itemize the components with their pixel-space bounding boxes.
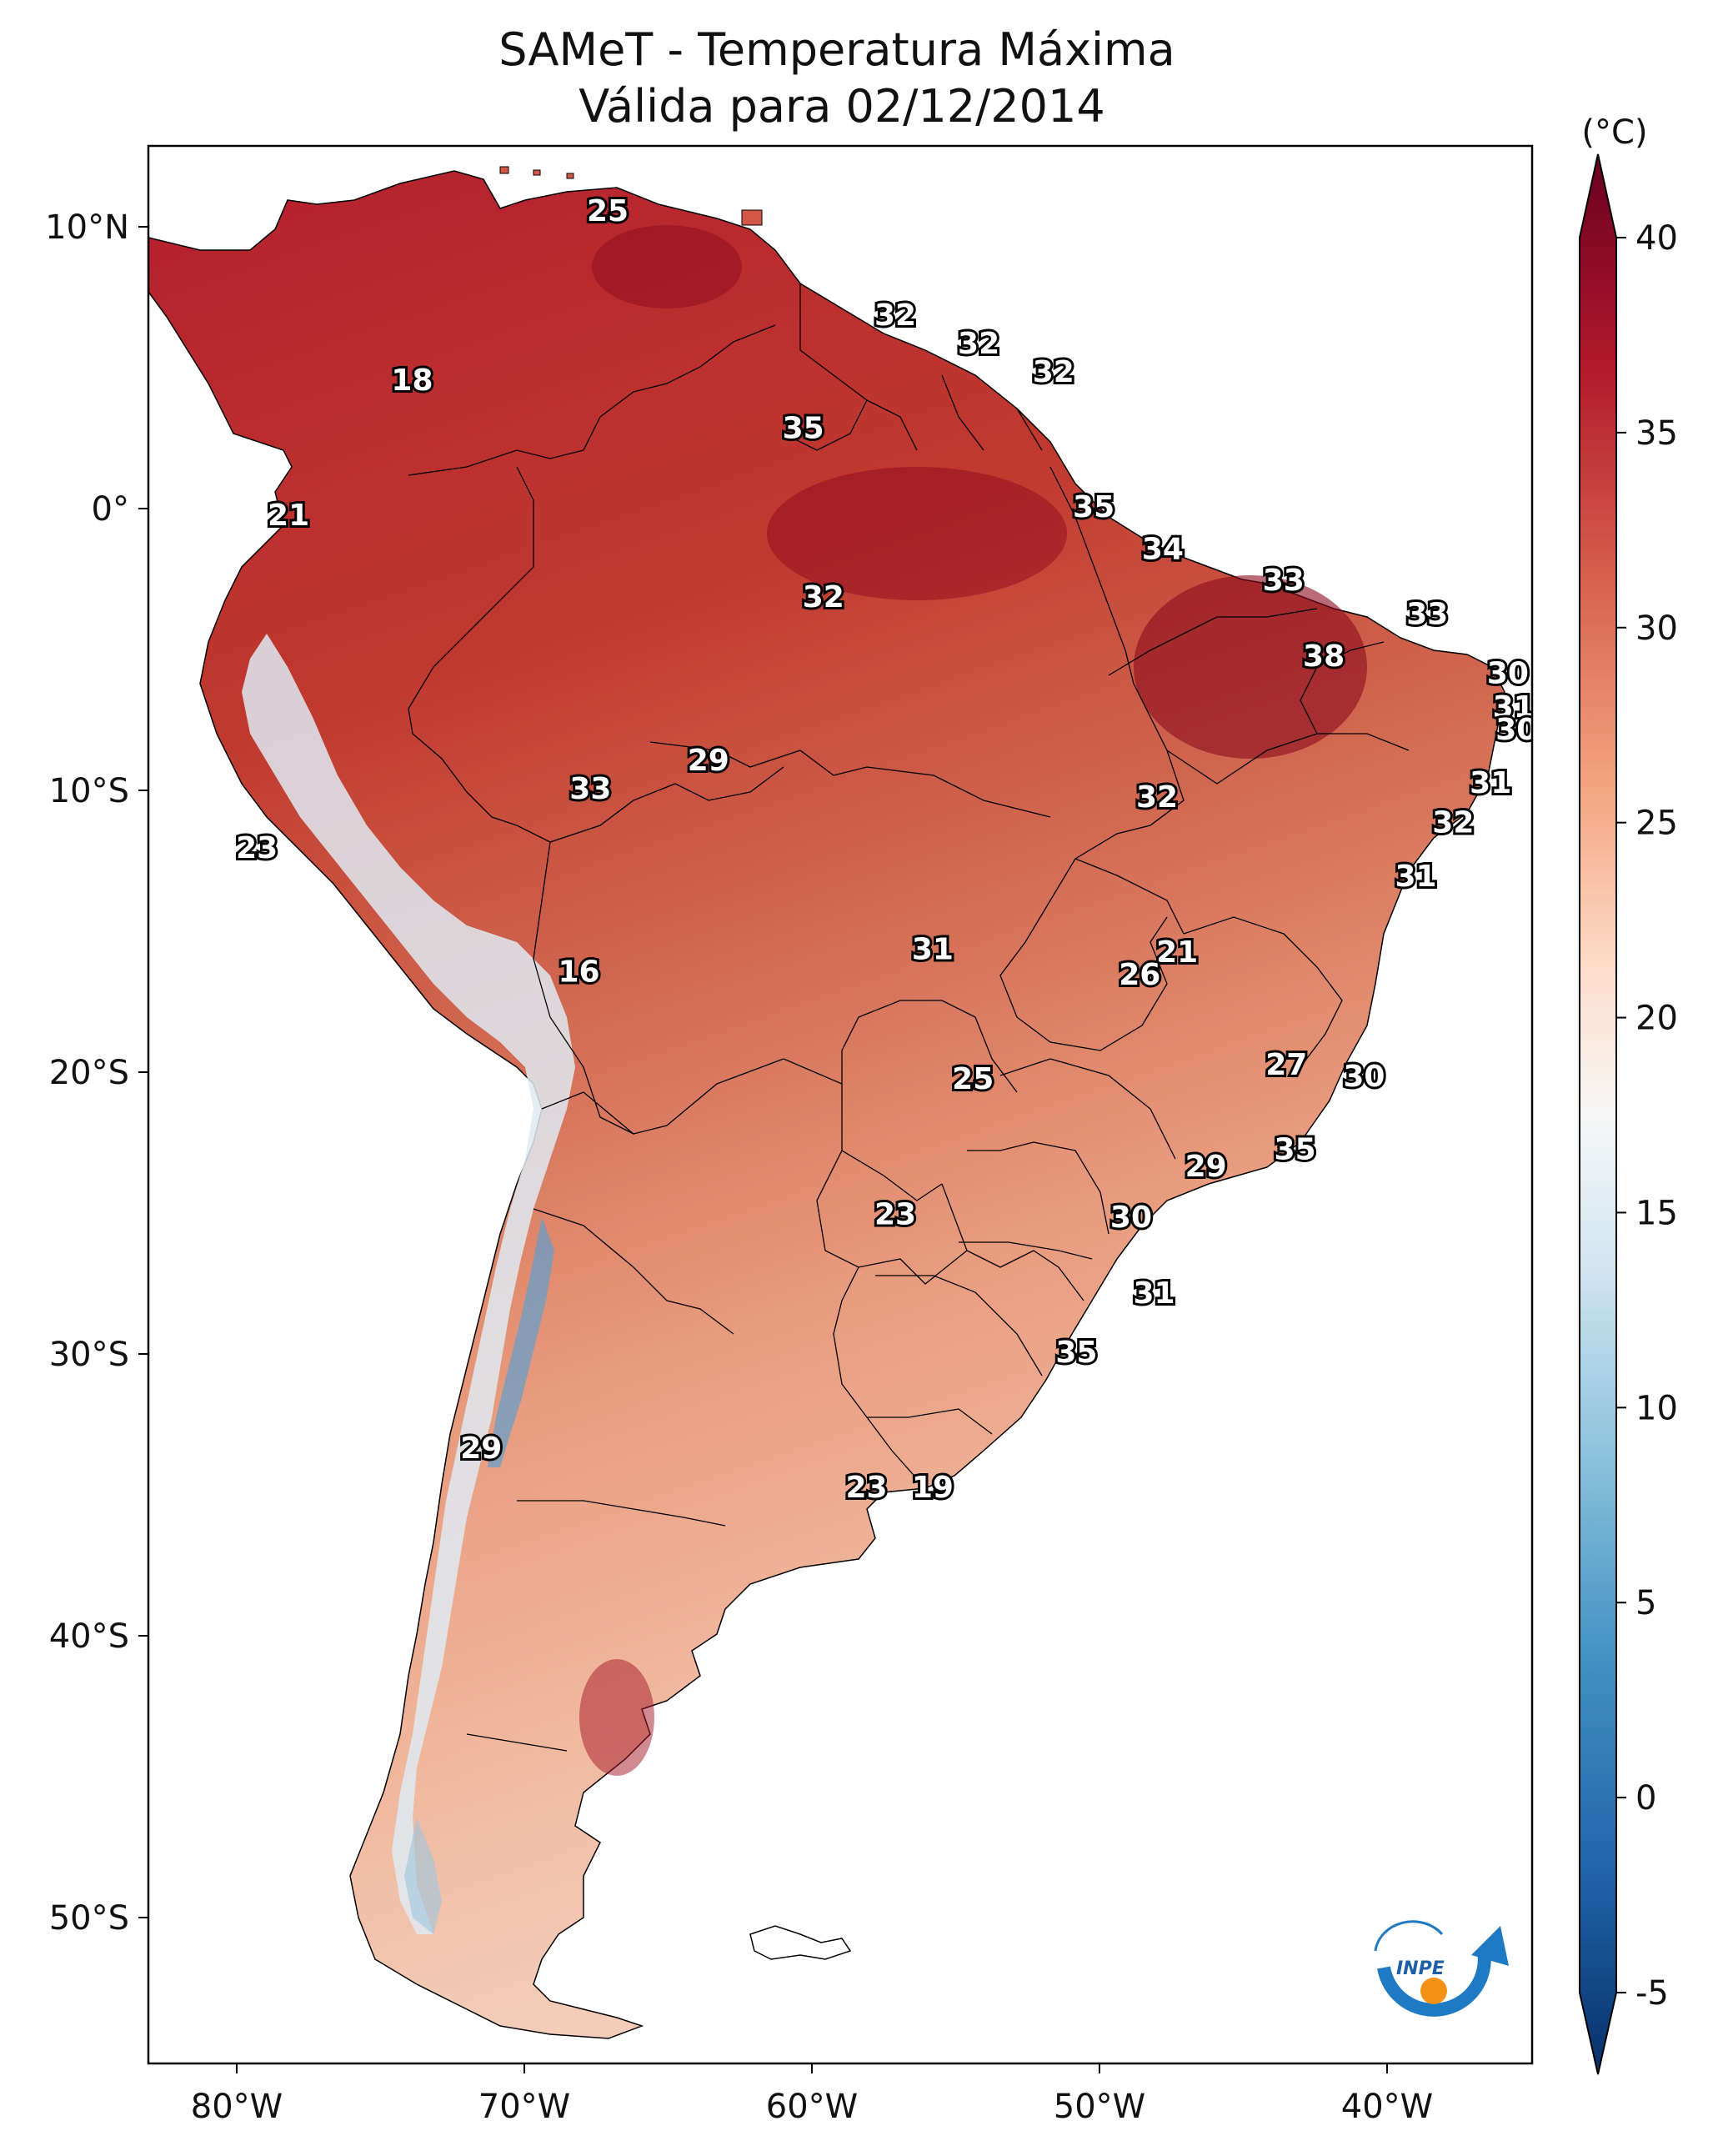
temperature-label: 32	[958, 327, 999, 361]
temperature-label: 30	[1110, 1201, 1152, 1235]
colorbar-tick-label: 35	[1635, 414, 1678, 453]
logo-sun-icon	[1420, 1978, 1447, 2004]
lon-tick-50w: 50°W	[1054, 2088, 1145, 2126]
temperature-label: 32	[874, 298, 916, 333]
logo-text: INPE	[1396, 1958, 1445, 1979]
lat-tick-10s: 10°S	[49, 772, 129, 810]
lon-tick-80w: 80°W	[191, 2088, 283, 2126]
lon-tick-60w: 60°W	[766, 2088, 858, 2126]
temperature-label: 30	[1487, 656, 1529, 690]
lat-tick-0: 0°	[92, 490, 129, 529]
colorbar-tick-label: 40	[1635, 219, 1678, 258]
title-line-2: Válida para 02/12/2014	[579, 80, 1104, 133]
hot-core-patagonia	[579, 1659, 654, 1776]
temperature-label: 23	[236, 831, 278, 865]
temperature-label: 33	[569, 772, 611, 806]
logo-arrow-icon	[1471, 1926, 1509, 1966]
temperature-label: 33	[1263, 564, 1305, 598]
colorbar-ticks: 40 35 30 25 20 15 10 5 0 -5	[1616, 219, 1678, 2013]
falklands-islands	[749, 1925, 852, 1960]
temperature-label: 30	[1343, 1060, 1385, 1094]
temperature-label: 33	[1406, 597, 1448, 631]
temperature-label: 21	[268, 499, 309, 533]
temperature-label: 32	[1033, 355, 1074, 389]
colorbar-gradient	[1579, 153, 1617, 2075]
logo-orbit-icon	[1374, 1920, 1444, 1952]
temperature-label: 38	[1303, 639, 1345, 674]
temperature-label: 31	[1395, 860, 1436, 894]
temperature-label: 31	[1493, 690, 1535, 725]
colorbar-tick-label: 0	[1635, 1779, 1656, 1818]
temperature-label: 23	[845, 1471, 887, 1505]
lat-tick-30s: 30°S	[49, 1336, 129, 1374]
colorbar: (°C) 40 35 30 25 20 15 10 5 0 -5	[1579, 113, 1678, 2075]
lon-tick-70w: 70°W	[478, 2088, 570, 2126]
patagonia-cool-band	[404, 1818, 442, 1934]
temperature-label: 26	[1119, 958, 1160, 992]
colorbar-tick-label: 25	[1635, 805, 1678, 843]
temperature-label: 35	[1275, 1133, 1316, 1167]
temperature-label: 27	[1265, 1048, 1307, 1082]
logo-arc-icon	[1377, 1949, 1491, 2017]
inpe-logo: INPE	[1374, 1920, 1509, 2017]
andes-cold-core	[488, 1217, 554, 1467]
temperature-label: 35	[783, 411, 824, 445]
latitude-axis: 10°N 0° 10°S 20°S 30°S 40°S 50°S	[45, 208, 148, 1938]
temperature-label: 35	[1055, 1336, 1097, 1370]
colorbar-tick-label: 5	[1635, 1584, 1656, 1622]
temperature-label: 29	[1185, 1150, 1227, 1184]
temperature-label: 18	[391, 364, 433, 398]
temperature-label: 16	[558, 955, 599, 990]
andes-cool-band	[242, 634, 575, 1934]
hot-core-amazon	[767, 467, 1067, 600]
temperature-label: 29	[460, 1431, 502, 1466]
map-frame	[147, 144, 1534, 2065]
temperature-label: 31	[1133, 1276, 1175, 1311]
temperature-label: 32	[1136, 780, 1178, 815]
lat-tick-10n: 10°N	[45, 208, 129, 247]
caribbean-islands	[499, 166, 763, 226]
longitude-axis: 80°W 70°W 60°W 50°W 40°W	[191, 2063, 1433, 2126]
temperature-label: 31	[912, 933, 954, 967]
colorbar-tick-label: -5	[1635, 1974, 1669, 2013]
country-borders	[408, 283, 1410, 1752]
temperature-label: 21	[1156, 935, 1198, 970]
colorbar-unit: (°C)	[1581, 113, 1647, 152]
small-island	[1284, 2083, 1299, 2091]
temperature-label: 31	[1470, 766, 1511, 800]
lat-tick-20s: 20°S	[49, 1054, 129, 1092]
temperature-label: 32	[803, 580, 844, 614]
temperature-label: 25	[952, 1062, 994, 1096]
temperature-label: 30	[1495, 713, 1537, 747]
temperature-label: 19	[912, 1471, 954, 1505]
temperature-label: 35	[1073, 490, 1114, 524]
hot-core-northeast	[1134, 575, 1367, 759]
temperature-label: 23	[874, 1197, 916, 1231]
colorbar-tick-label: 20	[1635, 1000, 1678, 1038]
title-line-1: SAMeT - Temperatura Máxima	[498, 23, 1175, 76]
temperature-label: 29	[688, 744, 729, 778]
colorbar-tick-label: 30	[1635, 609, 1678, 648]
hot-core-venezuela	[592, 225, 742, 308]
temperature-label: 25	[587, 194, 629, 228]
temperature-label: 34	[1142, 533, 1184, 567]
colorbar-tick-label: 10	[1635, 1389, 1678, 1427]
lat-tick-40s: 40°S	[49, 1617, 129, 1656]
lon-tick-40w: 40°W	[1341, 2088, 1433, 2126]
lat-tick-50s: 50°S	[49, 1899, 129, 1938]
temperature-label: 32	[1432, 806, 1474, 840]
colorbar-tick-label: 15	[1635, 1194, 1678, 1232]
